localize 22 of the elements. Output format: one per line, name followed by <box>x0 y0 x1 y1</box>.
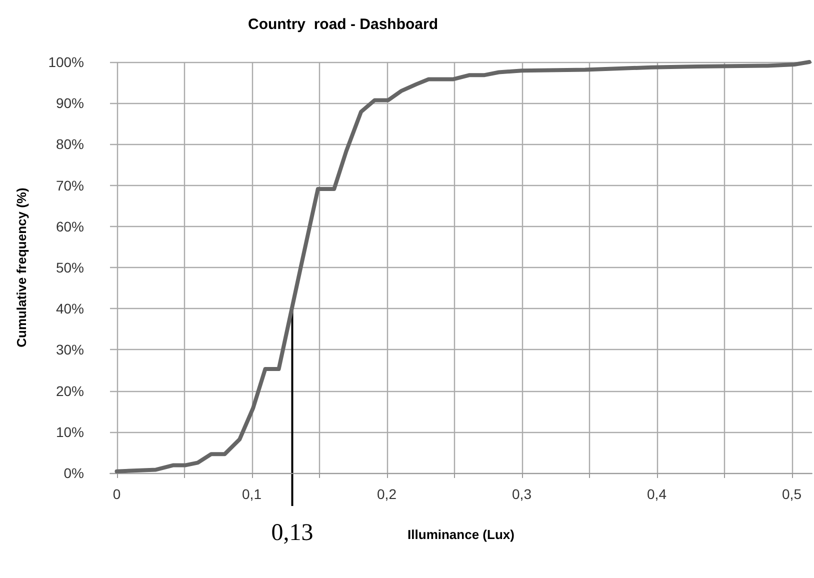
ref-line-label: 0,13 <box>271 520 314 546</box>
y-tick-label: 10% <box>56 424 84 440</box>
x-axis-title: Illuminance (Lux) <box>408 527 514 542</box>
y-tick-label: 80% <box>56 136 84 152</box>
line-series <box>114 60 812 474</box>
y-tick-label: 40% <box>56 300 84 317</box>
y-tick-label: 90% <box>56 95 84 112</box>
y-tick-label: 20% <box>56 382 84 399</box>
x-tick-label: 0 <box>112 486 121 502</box>
y-tick-label: 70% <box>56 177 84 194</box>
y-tick-label: 30% <box>56 342 84 358</box>
chart-title: Country road - Dashboard <box>248 16 438 33</box>
x-tick-label: 0,5 <box>782 486 802 502</box>
x-tick-label: 0,4 <box>647 486 667 502</box>
y-tick-label: 100% <box>48 54 84 70</box>
x-tick-label: 0,2 <box>377 486 397 502</box>
y-axis-title: Cumulative frequency (%) <box>14 188 29 348</box>
y-tick-label: 60% <box>56 218 84 234</box>
x-tick-label: 0,3 <box>512 486 532 502</box>
y-tick-label: 0% <box>64 465 84 481</box>
x-tick-label: 0,1 <box>242 486 262 502</box>
y-tick-label: 50% <box>56 260 84 276</box>
